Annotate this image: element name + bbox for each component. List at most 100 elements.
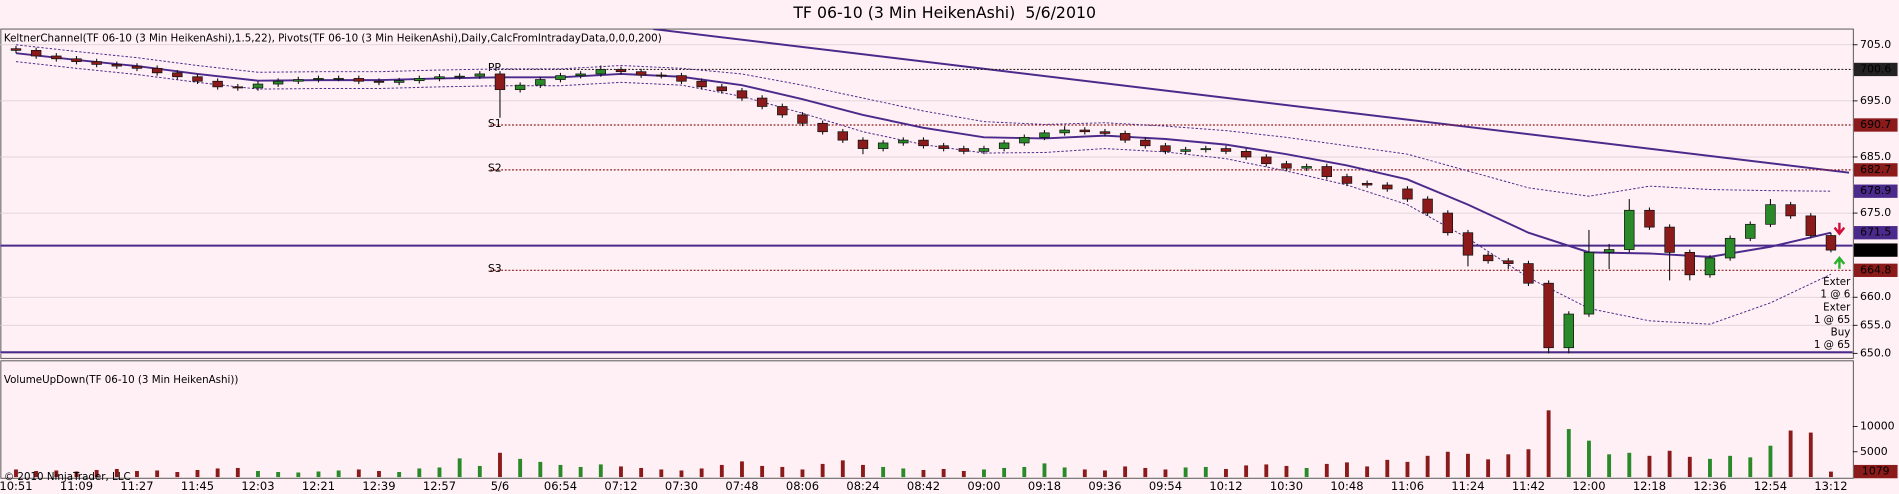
y2-tick-label: 5000 [1860,445,1888,458]
volume-bar [215,468,220,478]
candle-body [373,80,385,83]
candle-body [1724,237,1736,259]
candle-body [414,78,425,82]
candle-body [1140,139,1151,147]
candle-body [434,76,445,79]
execution-label: Exter [1823,301,1851,313]
candle-body [1119,133,1131,141]
candle-body [1563,313,1574,349]
candle-body [1180,149,1191,152]
candle-body [474,73,486,77]
price-panel [0,28,1854,359]
volume-bar [740,461,744,478]
volume-bar [54,470,59,478]
candle-body [535,79,546,86]
candle-body [1462,232,1474,256]
candle-body [1503,260,1514,264]
candle-body [514,84,526,91]
y-tick-label: 655.0 [1860,318,1891,331]
volume-bar [1284,465,1289,478]
volume-bar [1002,467,1007,478]
pivot-name: S1 [488,117,502,130]
candle-body [212,80,223,88]
volume-bar [1345,462,1349,478]
candle-body [30,50,42,57]
candle-body [918,139,929,147]
candle-body [1099,131,1111,134]
execution-label: Buy [1831,326,1851,338]
sell-arrow [1833,222,1846,236]
pivot-value: 682.7 [1860,163,1891,176]
volume-bar [982,469,986,478]
candle-body [736,90,748,99]
candle-body [1523,263,1534,284]
candle-body [1019,136,1030,144]
volume-bar [1082,469,1087,478]
volume-bar [296,472,301,478]
volume-bar [1566,429,1571,478]
x-tick-label: 11:06 [1391,479,1424,493]
execution-label: 1 @ 65 [1814,339,1850,351]
x-tick-label: 12:21 [302,479,335,493]
last-volume-marker [1853,464,1898,479]
candle-body [857,139,869,149]
y-tick-label: 675.0 [1860,206,1891,219]
candle-body [1825,235,1837,251]
candle-body [252,83,264,89]
x-tick-label: 11:45 [181,479,214,493]
candle-body [575,73,586,76]
volume-bar [114,468,119,478]
volume-bar [1123,466,1128,478]
volume-bar [1647,455,1652,478]
volume-bar [1224,468,1228,478]
trend-line [653,29,1850,174]
x-tick-label: 12:39 [362,479,395,493]
volume-bar [1203,466,1208,478]
volume-bar [1546,410,1551,478]
volume-bar [195,469,200,478]
volume-bar [477,465,482,478]
volume-bar [639,467,644,478]
volume-bar [861,464,865,478]
volume-bar [619,466,623,478]
volume-bar [1748,457,1753,478]
volume-bar [1506,454,1511,478]
candle-body [1079,129,1091,133]
candle-body [1482,254,1494,262]
x-tick-label: 09:18 [1028,479,1061,493]
volume-bar [518,458,523,478]
x-tick-label: 09:36 [1088,479,1121,493]
volume-bar [1667,450,1672,478]
keltner-upper-marker [1853,184,1898,198]
volume-bar [1244,465,1249,478]
candle-body [313,78,324,80]
volume-bar [1385,459,1390,478]
x-tick-label: 11:27 [120,479,153,493]
volume-bar [74,471,79,478]
y-tick-label: 695.0 [1860,94,1891,107]
pivot-value: 700.6 [1860,62,1891,75]
candle-body [595,69,607,75]
volume-bar [699,468,704,478]
candle-body [1301,166,1312,169]
volume-bar [1486,459,1491,478]
x-tick-label: 07:48 [725,479,758,493]
candle-body [555,75,566,80]
volume-bar [881,466,886,478]
volume-bar [901,468,906,478]
candle-body [1664,226,1675,253]
candle-body [1785,204,1796,217]
volume-bar [1627,452,1632,478]
volume-bar [800,469,805,478]
volume-bar [961,470,966,478]
execution-label: 1 @ 65 [1814,314,1850,326]
volume-bar [377,470,381,478]
candle-body [172,72,183,78]
volume-bar [94,469,99,478]
y-tick-label: 685.0 [1860,150,1891,163]
candle-body [777,106,788,116]
y2-tick-label: 10000 [1860,420,1895,433]
candle-body [1160,145,1171,152]
volume-bar [1829,471,1833,478]
